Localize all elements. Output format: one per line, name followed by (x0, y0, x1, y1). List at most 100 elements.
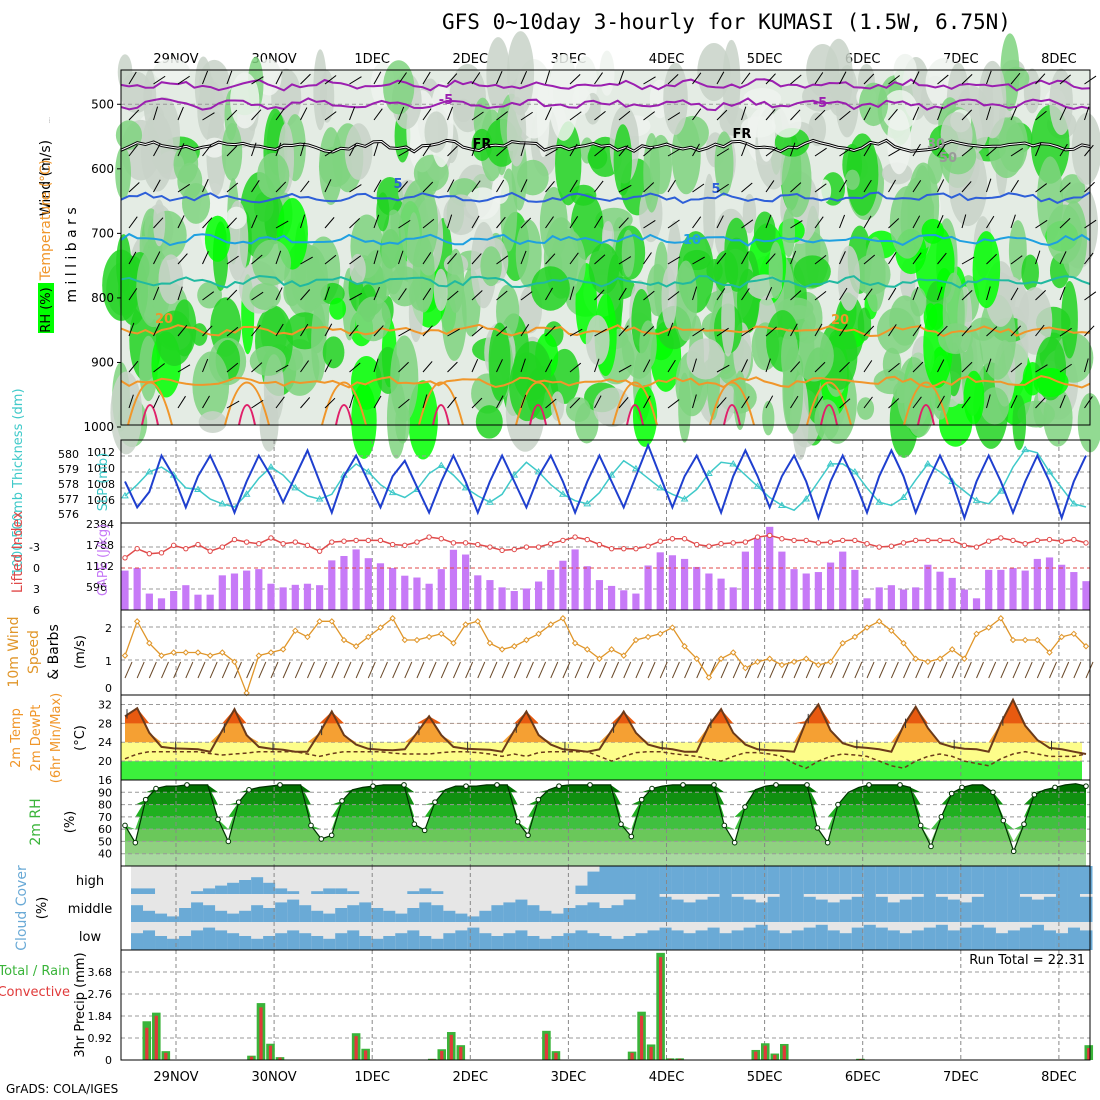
rh-cell (475, 405, 503, 439)
rh-cell (663, 62, 688, 135)
wind10-barb (1061, 661, 1070, 679)
cloud-high-cell (599, 866, 612, 894)
cloud-middle-cell (1067, 894, 1081, 922)
wind10-barb (769, 661, 778, 679)
wind-barb (888, 218, 900, 229)
rh-cell (587, 146, 608, 170)
cape-bar (291, 584, 299, 610)
li-tick: 0 (33, 562, 40, 575)
wind10-barb (185, 661, 194, 679)
wind-barb (349, 218, 361, 229)
precip-conv-bar (782, 1045, 786, 1060)
cloud-middle-cell (251, 905, 264, 922)
rh-cell (319, 127, 343, 205)
rh-cell (1046, 204, 1083, 264)
cape-bar (644, 565, 652, 610)
rh2m-point (773, 782, 779, 788)
cloud-middle-cell (323, 913, 336, 922)
wind-barb (324, 286, 330, 301)
thickness-point (291, 483, 300, 491)
rh-cell (530, 266, 570, 311)
cloud-middle-cell (131, 905, 144, 922)
cape-bar (741, 551, 749, 610)
rh-cell (762, 400, 775, 436)
wind-barb (398, 148, 411, 157)
wind-barb (177, 143, 185, 157)
wind-barb (373, 71, 382, 85)
wind-barb (790, 142, 796, 157)
cloud-high-cell (263, 882, 276, 894)
hot-loop (626, 404, 644, 426)
rh-cell (1017, 287, 1053, 355)
wind-barb (814, 396, 824, 409)
li-point (535, 544, 542, 550)
wind-barb (471, 326, 484, 337)
cloud-middle-cell (827, 902, 841, 922)
rh-cell (1043, 388, 1073, 447)
wind-barb (667, 148, 681, 157)
rh-cell (676, 115, 709, 150)
cloud-low-cell (479, 933, 492, 950)
cape-bar (145, 593, 153, 610)
rh-cell (565, 397, 591, 423)
cape-bar (279, 587, 287, 610)
wind-barb (349, 184, 362, 193)
rh-cell (507, 31, 535, 116)
wind10-barb (538, 661, 547, 679)
cloud-high-clear (407, 866, 420, 894)
wind-barb (251, 399, 264, 409)
cloud-high-clear (359, 866, 372, 894)
cloud-high-clear (191, 866, 204, 894)
cape-bar (474, 575, 482, 610)
wind10-point (657, 630, 664, 638)
temp-ylabel-1: 2m Temp (9, 708, 24, 768)
wind-barb (569, 74, 581, 85)
wind10-point (352, 643, 360, 650)
wind-barb (765, 109, 776, 121)
wind-barb (741, 251, 749, 265)
rh2m-point (514, 818, 521, 825)
cloud-high-cell (215, 885, 228, 894)
cloud-low-cell (227, 933, 240, 950)
wind-barb (1010, 106, 1017, 121)
cloud-low-cell (239, 936, 252, 950)
cloud-low-cell (491, 936, 504, 950)
wind-barb (1010, 214, 1016, 229)
wind-barb (814, 147, 827, 157)
wind10-point (803, 655, 810, 662)
wind-barb (888, 251, 897, 265)
wind-barb (471, 359, 479, 373)
li-point (864, 541, 870, 547)
wind-barb (226, 400, 240, 409)
rh2m-point (1010, 848, 1017, 855)
wind10-barb (501, 661, 510, 679)
thickness-point (486, 498, 494, 505)
cloud-low-cell (719, 933, 733, 950)
wind-barb (863, 73, 875, 85)
li-point (621, 545, 627, 552)
wind-barb (937, 74, 949, 85)
cloud-middle-cell (359, 902, 372, 922)
wind-barb (912, 180, 922, 193)
wind-barb (520, 217, 532, 229)
rh2m-point (649, 785, 655, 792)
cape-bar (753, 537, 762, 610)
wind-barb (594, 328, 607, 337)
precip-conv-bar (449, 1034, 453, 1060)
wind-barb (1059, 143, 1068, 157)
cloud-high-clear (563, 866, 576, 894)
wind-barb (790, 250, 797, 265)
rh-cell (491, 176, 510, 204)
wind10-barb (817, 661, 826, 679)
rh-cell (344, 123, 373, 180)
cloud-middle-cell (839, 899, 853, 922)
li-point (706, 543, 712, 549)
cape-ylabel: CAPE (J/kg) (96, 524, 111, 596)
wind-barb (128, 360, 139, 373)
wind10-barb (915, 661, 924, 679)
rh-cell (940, 111, 973, 158)
wind10-point (766, 655, 773, 662)
li-point (280, 541, 286, 547)
rh-cell (1059, 174, 1086, 204)
wind-barb (226, 289, 238, 301)
